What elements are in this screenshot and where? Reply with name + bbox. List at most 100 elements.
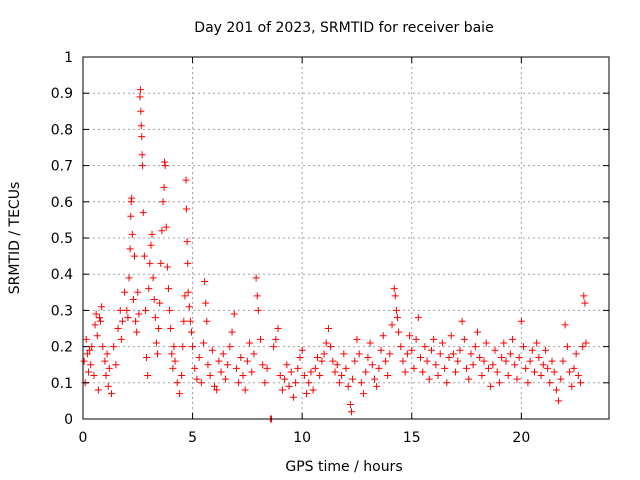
data-point	[559, 357, 567, 365]
data-point	[394, 314, 402, 322]
data-point	[84, 368, 92, 376]
data-point	[460, 335, 468, 343]
data-point	[154, 350, 162, 358]
data-point	[95, 314, 103, 322]
data-point	[555, 397, 563, 405]
data-point	[237, 353, 245, 361]
data-point	[239, 372, 247, 380]
data-point	[101, 357, 109, 365]
data-point	[98, 303, 106, 311]
data-point	[441, 364, 449, 372]
data-point	[104, 382, 112, 390]
data-point	[127, 212, 135, 220]
data-point	[193, 375, 201, 383]
data-point	[423, 357, 431, 365]
data-point	[373, 382, 381, 390]
data-point	[136, 93, 144, 101]
data-point	[436, 350, 444, 358]
data-point	[97, 317, 105, 325]
y-tick-label: 0.9	[51, 86, 73, 102]
data-point	[292, 379, 300, 387]
data-point	[186, 317, 194, 325]
data-point	[135, 310, 143, 318]
data-point	[572, 350, 580, 358]
data-point	[243, 357, 251, 365]
data-point	[366, 339, 374, 347]
data-point	[364, 353, 372, 361]
data-point	[419, 368, 427, 376]
data-point	[161, 158, 169, 166]
data-point	[80, 357, 88, 365]
data-point	[117, 335, 125, 343]
data-point	[164, 285, 172, 293]
data-point	[139, 162, 147, 170]
data-point	[449, 350, 457, 358]
data-point	[491, 346, 499, 354]
data-point	[158, 227, 166, 235]
data-point	[399, 357, 407, 365]
data-point	[107, 390, 115, 398]
data-point	[541, 346, 549, 354]
data-point	[263, 364, 271, 372]
y-tick-label: 0.1	[51, 376, 73, 392]
data-point	[114, 325, 122, 332]
data-point	[580, 292, 588, 300]
data-point	[452, 368, 460, 376]
data-point	[82, 335, 90, 343]
data-point	[102, 372, 110, 380]
data-point	[471, 343, 479, 351]
data-point	[123, 306, 131, 314]
data-point	[136, 86, 144, 94]
data-point	[506, 350, 514, 358]
data-point	[94, 386, 102, 394]
data-point	[219, 350, 227, 358]
data-point	[314, 353, 322, 361]
data-point	[351, 357, 359, 365]
y-tick-label: 1	[64, 50, 73, 66]
data-point	[403, 350, 411, 358]
data-point	[211, 382, 218, 390]
data-point	[195, 353, 203, 361]
data-point	[381, 357, 389, 365]
y-tick-label: 0.5	[51, 231, 73, 247]
data-point	[180, 317, 188, 325]
data-point	[342, 364, 350, 372]
data-point	[278, 386, 286, 394]
data-point	[92, 310, 100, 318]
data-point	[276, 372, 284, 380]
data-point	[160, 183, 168, 191]
data-point	[347, 408, 355, 416]
data-point	[360, 390, 368, 398]
data-point	[110, 343, 118, 351]
data-point	[493, 368, 501, 376]
data-point	[137, 107, 145, 115]
data-point	[561, 321, 569, 329]
data-point	[197, 379, 205, 387]
data-point	[224, 361, 232, 369]
data-point	[168, 350, 176, 358]
data-point	[257, 335, 265, 343]
data-point	[391, 292, 399, 300]
data-point	[324, 325, 332, 332]
data-point	[520, 343, 528, 351]
data-point	[432, 361, 440, 369]
y-tick-label: 0.4	[51, 267, 73, 283]
data-point	[465, 375, 473, 383]
data-point	[566, 368, 574, 376]
data-point	[159, 198, 167, 206]
data-point	[90, 372, 98, 380]
data-point	[579, 343, 587, 351]
data-point	[524, 379, 532, 387]
y-tick-label: 0.3	[51, 303, 73, 319]
data-point	[539, 361, 547, 369]
data-point	[228, 328, 236, 336]
data-point	[126, 245, 134, 253]
data-point	[443, 379, 451, 387]
data-point	[118, 317, 126, 325]
data-point	[149, 274, 157, 282]
data-point	[482, 339, 490, 347]
data-point	[138, 133, 146, 141]
data-point	[296, 353, 304, 361]
data-point	[206, 372, 214, 380]
data-point	[377, 346, 385, 354]
